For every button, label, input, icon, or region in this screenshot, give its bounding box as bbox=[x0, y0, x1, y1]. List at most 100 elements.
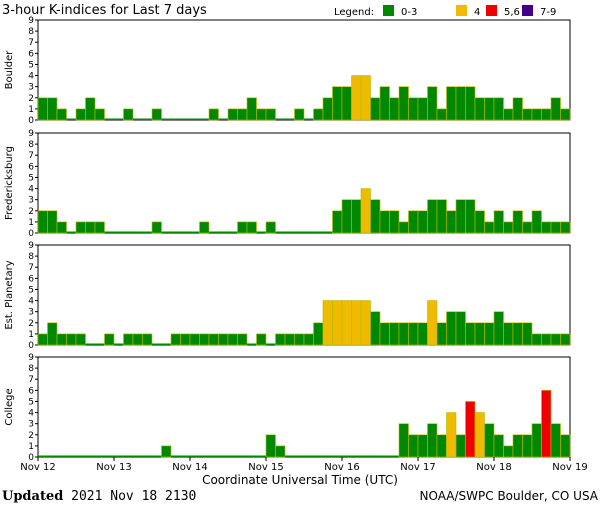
bar bbox=[313, 322, 324, 346]
bar bbox=[493, 210, 504, 234]
chart-title: 3-hour K-indices for Last 7 days bbox=[2, 3, 207, 18]
bar bbox=[446, 412, 457, 458]
bar bbox=[389, 210, 400, 234]
ytick-label: 9 bbox=[28, 16, 34, 26]
bar bbox=[427, 86, 438, 121]
bar bbox=[152, 343, 162, 345]
ytick-label: 1 bbox=[28, 330, 34, 340]
bar bbox=[361, 455, 371, 457]
bar bbox=[351, 199, 362, 234]
bar bbox=[94, 108, 105, 121]
bar bbox=[550, 333, 561, 346]
bar bbox=[180, 118, 190, 120]
bar bbox=[237, 221, 248, 234]
bar bbox=[171, 455, 181, 457]
bar bbox=[123, 231, 133, 233]
bar bbox=[95, 343, 105, 345]
legend-item-0: 0-3 bbox=[401, 7, 417, 18]
legend-swatch-2 bbox=[486, 5, 497, 16]
bar bbox=[512, 322, 523, 346]
bar bbox=[218, 333, 229, 346]
panel-label: Est. Planetary bbox=[4, 260, 15, 329]
bar bbox=[427, 199, 438, 234]
bar bbox=[351, 455, 361, 457]
bar bbox=[417, 210, 428, 234]
bar bbox=[380, 455, 390, 457]
bar bbox=[531, 333, 542, 346]
bar bbox=[322, 300, 333, 346]
xtick-label: Nov 17 bbox=[400, 462, 435, 473]
ytick-label: 3 bbox=[28, 83, 34, 93]
bar bbox=[398, 322, 409, 346]
bar bbox=[427, 423, 438, 458]
bar bbox=[550, 97, 561, 121]
updated-value: 2021 Nov 18 2130 bbox=[71, 489, 197, 504]
ytick-label: 8 bbox=[28, 140, 34, 150]
bar bbox=[560, 108, 571, 121]
bar bbox=[265, 434, 276, 458]
ytick-label: 4 bbox=[28, 409, 34, 419]
bar bbox=[151, 108, 162, 121]
bar bbox=[351, 300, 362, 346]
bar bbox=[484, 221, 495, 234]
bar bbox=[190, 455, 200, 457]
bar bbox=[512, 434, 523, 458]
ytick-label: 7 bbox=[28, 151, 34, 161]
bar bbox=[417, 434, 428, 458]
bar bbox=[474, 97, 485, 121]
bar bbox=[152, 455, 162, 457]
bar bbox=[265, 221, 276, 234]
bar bbox=[389, 322, 400, 346]
bar bbox=[228, 455, 238, 457]
bar bbox=[66, 118, 76, 120]
bar bbox=[332, 86, 343, 121]
bar bbox=[266, 343, 276, 345]
bar bbox=[285, 231, 295, 233]
bar bbox=[209, 455, 219, 457]
bar bbox=[294, 333, 305, 346]
bar bbox=[114, 118, 124, 120]
bar bbox=[199, 455, 209, 457]
bar bbox=[76, 455, 86, 457]
ytick-label: 2 bbox=[28, 319, 34, 329]
bar bbox=[256, 108, 267, 121]
ytick-label: 1 bbox=[28, 218, 34, 228]
bar bbox=[190, 118, 200, 120]
bar bbox=[114, 343, 124, 345]
bar bbox=[303, 333, 314, 346]
bar bbox=[85, 221, 96, 234]
bar bbox=[95, 455, 105, 457]
bar bbox=[133, 231, 143, 233]
bar bbox=[75, 333, 86, 346]
bar bbox=[560, 434, 571, 458]
xtick-label: Nov 19 bbox=[552, 462, 587, 473]
bar bbox=[541, 333, 552, 346]
bar bbox=[446, 311, 457, 346]
ytick-label: 4 bbox=[28, 297, 34, 307]
bar bbox=[408, 434, 419, 458]
bar bbox=[56, 333, 67, 346]
bar bbox=[285, 455, 295, 457]
ytick-label: 6 bbox=[28, 274, 34, 284]
bar bbox=[436, 199, 447, 234]
panel-frame-1 bbox=[37, 132, 571, 234]
bar bbox=[237, 455, 247, 457]
bar bbox=[208, 333, 219, 346]
ytick-label: 3 bbox=[28, 196, 34, 206]
bar bbox=[304, 455, 314, 457]
bar bbox=[503, 221, 514, 234]
bar bbox=[427, 300, 438, 346]
bar bbox=[47, 97, 58, 121]
xtick-label: Nov 13 bbox=[96, 462, 131, 473]
bar bbox=[104, 455, 114, 457]
ytick-label: 9 bbox=[28, 353, 34, 363]
ytick-label: 4 bbox=[28, 185, 34, 195]
bar bbox=[151, 221, 162, 234]
bar bbox=[85, 455, 95, 457]
bar bbox=[465, 401, 476, 458]
bar bbox=[180, 333, 191, 346]
bar bbox=[47, 322, 58, 346]
bar bbox=[360, 75, 371, 121]
bar bbox=[275, 333, 286, 346]
